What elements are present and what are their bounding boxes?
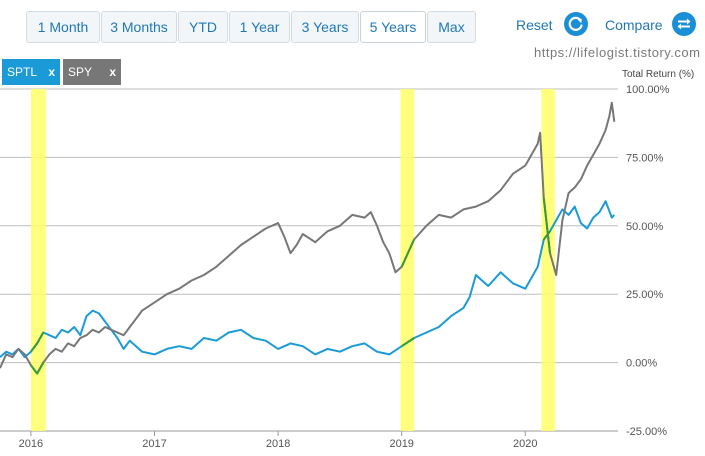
y-axis-title: Total Return (%)	[622, 69, 695, 80]
compare-button[interactable]: Compare	[605, 17, 663, 33]
highlight-band	[541, 89, 555, 431]
series-highlight-spy	[542, 198, 551, 254]
x-tick-label: 2020	[513, 438, 537, 450]
x-tick-label: 2017	[142, 438, 166, 450]
y-tick-label: 25.00%	[626, 289, 664, 301]
watermark-url: https://lifelogist.tistory.com	[534, 45, 701, 60]
range-3-months-button[interactable]: 3 Months	[101, 11, 177, 43]
swap-arrows-icon[interactable]	[672, 12, 696, 36]
range-max-button[interactable]: Max	[427, 11, 476, 43]
series-highlight-spy	[400, 239, 416, 268]
y-tick-label: 0.00%	[626, 358, 657, 370]
x-tick-label: 2016	[19, 438, 43, 450]
series-highlight-sptl	[543, 230, 551, 241]
series-tag-sptl: SPTL x	[2, 59, 60, 85]
remove-spy-button[interactable]: x	[109, 65, 116, 79]
range-3-years-button[interactable]: 3 Years	[291, 11, 359, 43]
y-tick-label: -25.00%	[626, 426, 667, 438]
toolbar: 1 Month 3 Months YTD 1 Year 3 Years 5 Ye…	[0, 0, 705, 50]
series-highlight-spy	[30, 362, 45, 375]
series-tag-spy: SPY x	[63, 59, 121, 85]
range-ytd-button[interactable]: YTD	[178, 11, 228, 43]
remove-sptl-button[interactable]: x	[48, 65, 55, 79]
series-highlight-sptl	[401, 337, 415, 348]
range-1-year-button[interactable]: 1 Year	[229, 11, 290, 43]
y-tick-label: 75.00%	[626, 152, 664, 164]
series-highlight-sptl	[30, 332, 45, 353]
series-line-sptl	[0, 200, 616, 359]
y-tick-label: 50.00%	[626, 221, 664, 233]
y-tick-label: 100.00%	[626, 84, 670, 96]
range-1-month-button[interactable]: 1 Month	[26, 11, 100, 43]
series-line-spy	[0, 101, 616, 375]
reset-button[interactable]: Reset	[516, 17, 553, 33]
series-tag-sptl-label: SPTL	[7, 65, 38, 79]
highlight-band	[30, 89, 46, 431]
series-tag-spy-label: SPY	[68, 65, 93, 79]
refresh-icon[interactable]	[564, 12, 588, 36]
x-tick-label: 2019	[389, 438, 413, 450]
range-5-years-button[interactable]: 5 Years	[360, 11, 426, 43]
x-tick-label: 2018	[266, 438, 290, 450]
highlight-band	[400, 89, 415, 431]
